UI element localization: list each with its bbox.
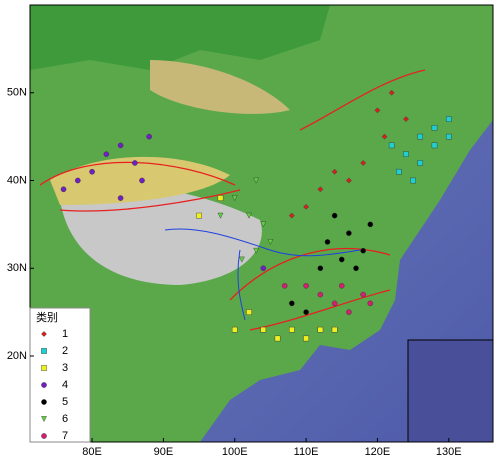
legend-label: 3 [62, 362, 68, 374]
legend-marker [41, 348, 47, 354]
marker [289, 300, 295, 307]
marker [396, 168, 402, 175]
marker [139, 177, 145, 184]
marker [303, 203, 309, 210]
marker [360, 291, 366, 298]
x-tick-label: 130E [436, 446, 462, 458]
marker [374, 107, 381, 114]
marker [253, 247, 260, 254]
marker [238, 256, 245, 263]
marker [303, 283, 309, 289]
legend-marker [41, 382, 47, 388]
marker [367, 221, 374, 228]
marker [445, 116, 452, 122]
marker [117, 195, 124, 201]
marker [267, 239, 274, 245]
marker [281, 283, 288, 289]
marker [417, 160, 424, 166]
marker [317, 186, 324, 193]
x-tick-label: 80E [82, 446, 102, 458]
marker [289, 326, 295, 333]
marker [60, 186, 67, 193]
marker [388, 89, 395, 96]
marker [360, 160, 367, 166]
marker [417, 133, 424, 140]
marker [132, 160, 138, 166]
legend-label: 4 [62, 379, 68, 391]
river [164, 228, 361, 321]
marker [231, 195, 238, 202]
inset [407, 339, 494, 443]
marker [317, 265, 324, 272]
marker [231, 326, 238, 333]
x-tick-label: 100E [222, 446, 248, 458]
marker [346, 309, 352, 315]
marker [317, 291, 324, 298]
marker [331, 300, 338, 307]
y-tick-label: 30N [7, 262, 27, 274]
y-tick-label: 40N [7, 174, 27, 186]
x-tick-label: 90E [154, 446, 174, 458]
legend-label: 1 [62, 328, 68, 340]
marker [288, 212, 295, 219]
marker [246, 309, 252, 315]
legend-marker [41, 331, 47, 337]
desert [150, 60, 290, 114]
y-tick-label: 20N [7, 350, 27, 362]
marker [146, 133, 152, 140]
marker [324, 239, 331, 245]
legend-label: 7 [62, 430, 68, 442]
marker [260, 265, 267, 272]
marker [338, 283, 345, 289]
x-tick-label: 110E [294, 446, 319, 458]
marker [317, 326, 324, 333]
legend-label: 6 [62, 413, 68, 425]
x-tick-label: 120E [365, 446, 391, 458]
marker [381, 133, 388, 140]
frame [29, 4, 494, 443]
marker [431, 142, 438, 149]
marker [303, 309, 309, 315]
marker [89, 168, 95, 175]
marker [217, 195, 224, 201]
legend-marker [41, 365, 47, 371]
legend-marker [41, 433, 47, 439]
marker [274, 335, 281, 342]
marker [403, 151, 409, 157]
legend [29, 307, 91, 443]
legend-label: 5 [62, 396, 68, 408]
marker [353, 265, 359, 272]
marker [196, 212, 202, 219]
marker [246, 212, 252, 219]
land-north [30, 5, 330, 70]
marker [103, 151, 110, 157]
marker [253, 177, 260, 184]
marker [360, 247, 366, 254]
marker [445, 133, 452, 140]
legend-marker [41, 416, 47, 423]
marker [346, 177, 352, 184]
marker [388, 142, 395, 149]
legend-title: 类别 [36, 310, 58, 324]
marker [338, 256, 345, 263]
y-tick-label: 50N [7, 87, 27, 99]
marker [260, 221, 267, 228]
marker [403, 116, 409, 122]
marker [117, 142, 124, 149]
marker [331, 168, 338, 175]
marker [217, 212, 224, 219]
legend-marker [41, 399, 47, 405]
marker [431, 125, 438, 131]
marker [346, 230, 352, 236]
marker [331, 326, 338, 333]
marker [74, 177, 81, 184]
marker [303, 335, 309, 342]
marker [367, 300, 374, 307]
marker [331, 212, 338, 219]
legend-label: 2 [62, 345, 68, 357]
marker [260, 326, 267, 333]
marker [410, 177, 416, 184]
